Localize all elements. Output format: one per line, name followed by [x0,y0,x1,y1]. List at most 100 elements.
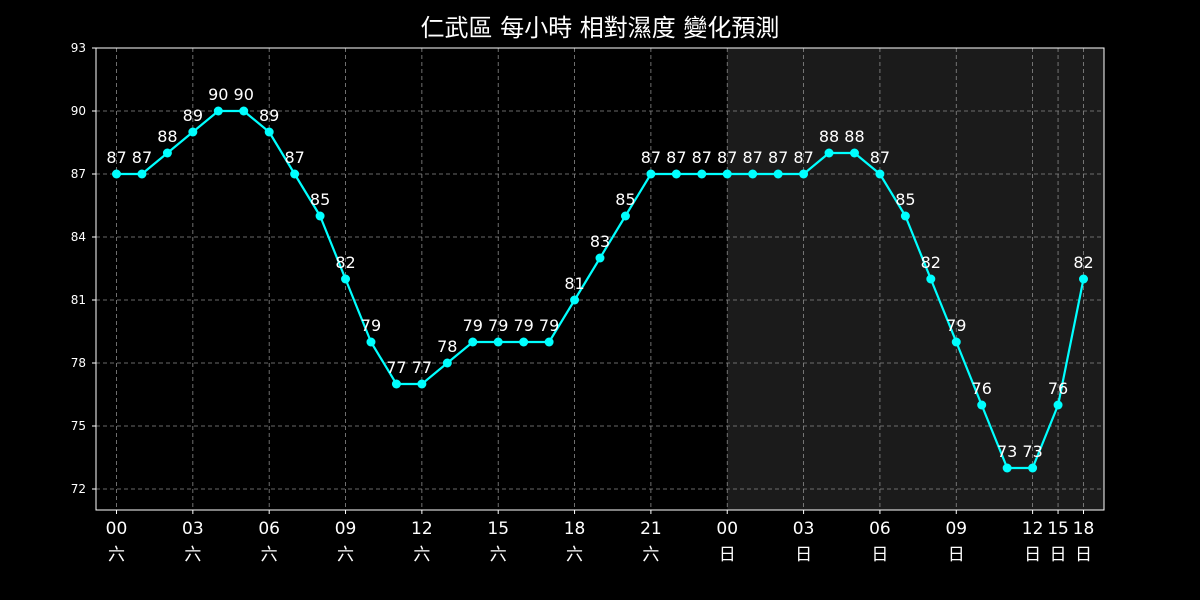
y-tick-label: 72 [71,482,86,496]
x-tick-day-label: 六 [566,545,583,565]
x-tick-hour-label: 18 [1073,519,1095,539]
x-tick-day-label: 六 [413,545,430,565]
data-points-layer [112,106,1088,473]
plot-frame [95,47,1105,511]
x-tick-day-label: 日 [948,545,965,565]
shaded-region-layer [727,48,1104,510]
data-point [900,211,910,221]
data-point [951,337,961,347]
x-tick-day-label: 六 [184,545,201,565]
x-tick-hour-label: 15 [487,519,509,539]
data-label: 73 [1022,442,1042,461]
x-tick-day-label: 日 [871,545,888,565]
x-tick-hour-label: 18 [564,519,586,539]
data-label: 83 [590,232,610,251]
data-label: 87 [692,148,712,167]
data-label: 87 [870,148,890,167]
data-label: 89 [259,106,279,125]
data-point [1028,463,1038,473]
data-label: 79 [946,316,966,335]
data-label: 82 [1073,253,1093,272]
x-tick-day-label: 日 [1024,545,1041,565]
x-tick-hour-label: 03 [793,519,815,539]
data-point [1053,400,1063,410]
y-tick-label: 87 [71,167,86,181]
data-label: 76 [972,379,992,398]
data-label: 73 [997,442,1017,461]
data-point [748,169,758,179]
data-point [162,148,172,158]
x-tick-day-label: 六 [337,545,354,565]
data-label: 79 [361,316,381,335]
x-tick-hour-label: 03 [182,519,204,539]
x-tick-hour-label: 00 [106,519,128,539]
chart-title: 仁武區 每小時 相對濕度 變化預測 [421,14,780,42]
data-label: 79 [463,316,483,335]
data-label: 82 [335,253,355,272]
data-label: 87 [132,148,152,167]
y-tick-label: 78 [71,356,86,370]
data-label: 87 [717,148,737,167]
data-point [493,337,503,347]
x-tick-hour-label: 09 [335,519,357,539]
data-label: 77 [412,358,432,377]
data-labels-layer: 87 87 88 89 90 90 89 87 85 82 79 77 77 78 79 79 79 79 81 83… [106,85,1093,461]
data-label: 85 [895,190,915,209]
data-label: 79 [488,316,508,335]
data-label: 88 [819,127,839,146]
data-label: 87 [284,148,304,167]
data-point [417,379,427,389]
data-point [1079,274,1088,284]
y-tick-label: 75 [71,419,86,433]
data-point [1002,463,1012,473]
x-tick-day-label: 六 [642,545,659,565]
data-point [112,169,121,179]
y-tick-label: 90 [71,104,86,118]
data-point [544,337,554,347]
data-point [442,358,452,368]
data-label: 76 [1048,379,1068,398]
data-point [722,169,732,179]
data-point [595,253,605,263]
data-point [519,337,529,347]
data-point [290,169,300,179]
data-label: 85 [310,190,330,209]
x-tick-day-label: 六 [490,545,507,565]
data-point [188,127,198,137]
grid-layer [96,47,1104,510]
data-label: 79 [513,316,533,335]
data-label: 90 [208,85,228,104]
data-point [341,274,351,284]
data-label: 77 [386,358,406,377]
x-tick-hour-label: 06 [869,519,891,539]
x-tick-hour-label: 15 [1047,519,1069,539]
data-label: 89 [183,106,203,125]
data-label: 87 [743,148,763,167]
shaded-day-region [727,48,1104,510]
data-point [315,211,325,221]
data-point [773,169,783,179]
x-tick-hour-label: 00 [716,519,738,539]
x-tick-hour-label: 06 [258,519,280,539]
x-tick-hour-label: 12 [1022,519,1044,539]
data-point [391,379,401,389]
x-tick-day-label: 六 [108,545,125,565]
data-point [671,169,681,179]
data-point [213,106,223,116]
data-label: 79 [539,316,559,335]
y-tick-label: 81 [71,293,86,307]
data-label: 87 [666,148,686,167]
data-label: 81 [564,274,584,293]
data-point [366,337,376,347]
x-tick-hour-label: 21 [640,519,662,539]
data-label: 87 [793,148,813,167]
data-point [239,106,249,116]
data-label: 82 [921,253,941,272]
data-point [875,169,885,179]
data-point [926,274,936,284]
x-tick-day-label: 日 [1075,545,1092,565]
data-label: 88 [844,127,864,146]
data-point [977,400,987,410]
data-point [570,295,580,305]
